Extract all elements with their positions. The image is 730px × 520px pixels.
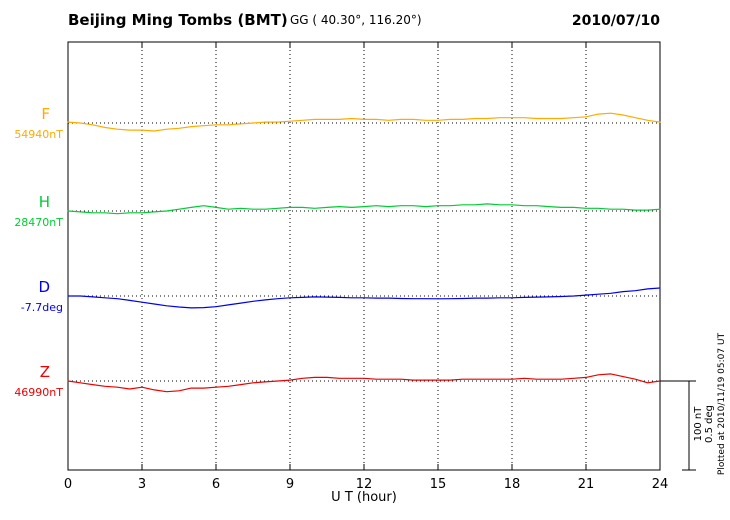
series-baseline-value-F: 54940nT (14, 128, 63, 141)
series-label-H: H (39, 193, 50, 211)
trace-H (67, 203, 661, 215)
x-tick-label-9: 9 (286, 477, 294, 492)
x-tick-label-24: 24 (652, 477, 669, 492)
station-title: Beijing Ming Tombs (BMT) (68, 11, 288, 29)
x-tick-label-3: 3 (138, 477, 146, 492)
x-axis-label: U T (hour) (331, 490, 397, 505)
series-baseline-value-H: 28470nT (14, 216, 63, 229)
x-tick-label-6: 6 (212, 477, 220, 492)
station-coordinates: GG ( 40.30°, 116.20°) (290, 13, 422, 27)
trace-F (67, 112, 661, 132)
trace-D (67, 287, 661, 309)
x-tick-label-15: 15 (430, 477, 447, 492)
x-tick-label-18: 18 (504, 477, 521, 492)
series-label-D: D (38, 278, 50, 296)
plot-date: 2010/07/10 (572, 13, 660, 29)
plotted-at-note: Plotted at 2010/11/19 05:07 UT (717, 332, 727, 475)
series-label-Z: Z (40, 363, 50, 381)
x-tick-label-21: 21 (578, 477, 595, 492)
x-tick-label-0: 0 (64, 477, 72, 492)
series-baseline-value-Z: 46990nT (14, 386, 63, 399)
scale-label-deg: 0.5 deg (704, 405, 715, 443)
x-tick-label-12: 12 (356, 477, 373, 492)
series-baseline-value-D: -7.7deg (21, 301, 63, 314)
series-label-F: F (41, 105, 50, 123)
scale-label-nt: 100 nT (693, 406, 704, 442)
trace-Z (67, 373, 661, 393)
scale-bar (660, 380, 696, 471)
plot-area: 0 3 6 9 12 15 18 21 24 F 54940nT H 28470nT D -7.7deg Z 4… (14, 41, 669, 492)
